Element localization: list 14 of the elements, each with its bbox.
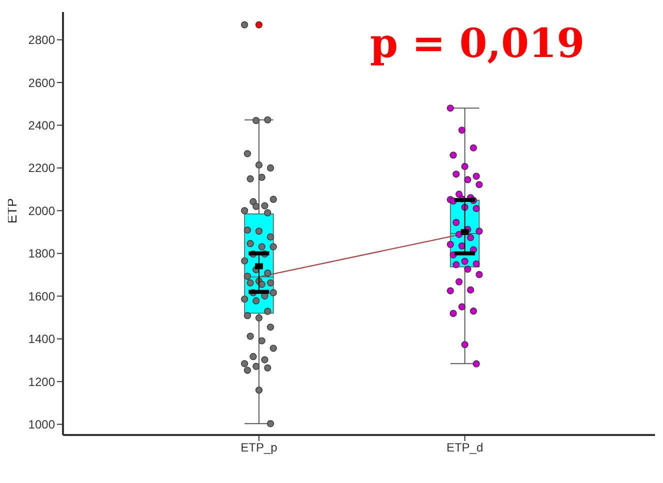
y-tick-label: 1800	[28, 246, 56, 261]
y-tick-label: 2200	[28, 161, 56, 176]
y-tick-label: 2000	[28, 204, 56, 218]
annotation: p = 0,019	[370, 20, 585, 67]
x-tick-label: ETP_p	[240, 440, 278, 455]
y-tick-label: 2800	[28, 33, 56, 48]
y-tick-label: 2600	[28, 76, 56, 90]
y-tick-label: 1200	[28, 374, 56, 389]
y-tick-label: 1400	[28, 332, 56, 346]
y-tick-label: 1600	[28, 289, 56, 304]
x-tick-label: ETP_d	[446, 440, 484, 455]
y-tick-label: 1000	[28, 418, 56, 432]
y-axis-title: ETP	[4, 198, 20, 224]
y-tick-label: 2400	[28, 118, 56, 132]
